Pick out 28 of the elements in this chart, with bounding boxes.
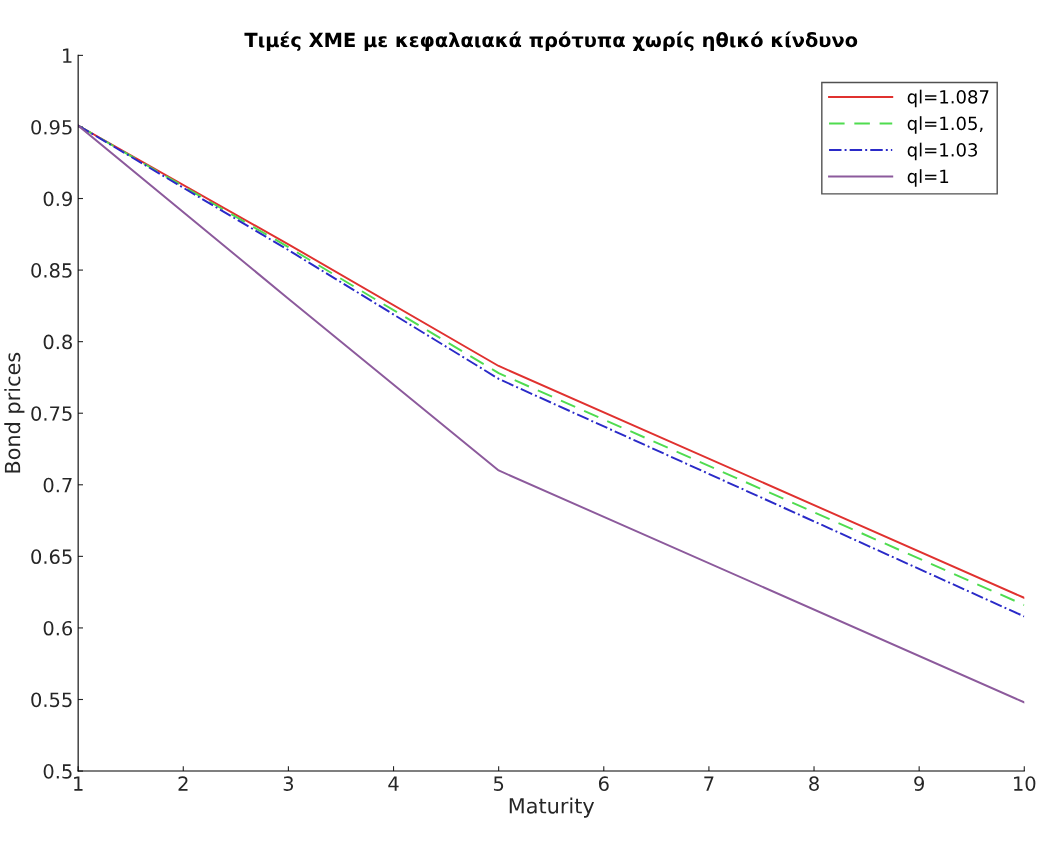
x-tick-label: 4 [388, 776, 399, 791]
x-tick-label: 3 [283, 776, 294, 791]
x-tick-label: 9 [914, 776, 924, 791]
legend-label: ql=1.03 [907, 142, 978, 161]
y-tick-label: 0.9 [43, 191, 72, 207]
y-tick-label: 0.8 [43, 334, 72, 350]
chart-title: Τιμές ΧΜΕ με κεφαλαιακά πρότυπα χωρίς ηθικό κίνδυνο [244, 31, 858, 52]
y-tick-label: 0.85 [31, 263, 72, 278]
y-tick-label: 0.7 [43, 477, 72, 493]
x-tick-label: 6 [598, 776, 609, 791]
y-tick-label: 0.75 [31, 406, 72, 421]
x-tick-label: 8 [809, 776, 819, 791]
y-tick-label: 0.65 [31, 549, 72, 565]
x-tick-label: 5 [493, 776, 504, 791]
legend-label: ql=1 [907, 169, 949, 187]
y-axis-title: Bond prices [4, 352, 25, 473]
x-tick-label: 10 [1014, 776, 1036, 791]
y-tick-label: 1 [63, 48, 72, 63]
y-tick-label: 0.6 [43, 620, 73, 636]
y-tick-label: 0.55 [31, 692, 72, 708]
legend-label: ql=1.087 [907, 89, 989, 108]
y-tick-label: 0.95 [31, 119, 72, 135]
x-axis-title: Maturity [509, 797, 595, 818]
legend-label: ql=1.05, [907, 116, 983, 134]
x-tick-label: 7 [704, 776, 714, 791]
x-tick-label: 1 [74, 776, 83, 791]
x-tick-label: 2 [178, 776, 188, 791]
y-tick-label: 0.5 [43, 764, 72, 779]
